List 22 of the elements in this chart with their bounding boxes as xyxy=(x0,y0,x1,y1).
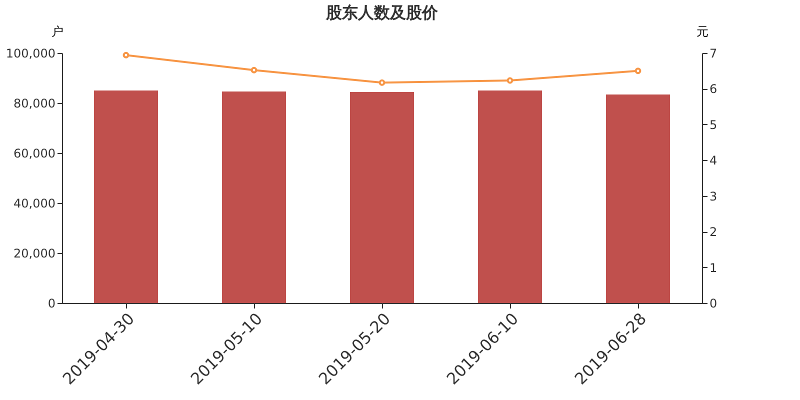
y-tick-label: 20,000 xyxy=(14,246,56,260)
y-tick-label: 60,000 xyxy=(14,146,56,160)
y-tick-label: 100,000 xyxy=(6,46,56,60)
point xyxy=(378,79,386,86)
y2-tick-label: 5 xyxy=(710,118,718,132)
y-tick-label: 40,000 xyxy=(14,196,56,210)
y2-tick-label: 6 xyxy=(710,82,718,96)
point xyxy=(506,77,514,84)
y2-axis-title: 元 xyxy=(696,24,708,38)
y2-tick-label: 2 xyxy=(710,225,718,240)
point xyxy=(250,66,258,74)
point xyxy=(634,68,642,74)
y2-tick-label: 4 xyxy=(710,154,718,168)
y2-tick-label: 1 xyxy=(710,260,718,275)
chart-title: 股东人数及股价 xyxy=(325,3,439,22)
point xyxy=(122,52,130,58)
y-tick-label: 0 xyxy=(48,296,56,310)
y2-tick-label: 0 xyxy=(710,296,718,310)
y-tick-label: 80,000 xyxy=(14,96,56,110)
y2-tick-label: 7 xyxy=(710,46,718,60)
y-axis-title: 户 xyxy=(52,24,64,38)
y2-tick-label: 3 xyxy=(710,189,718,204)
